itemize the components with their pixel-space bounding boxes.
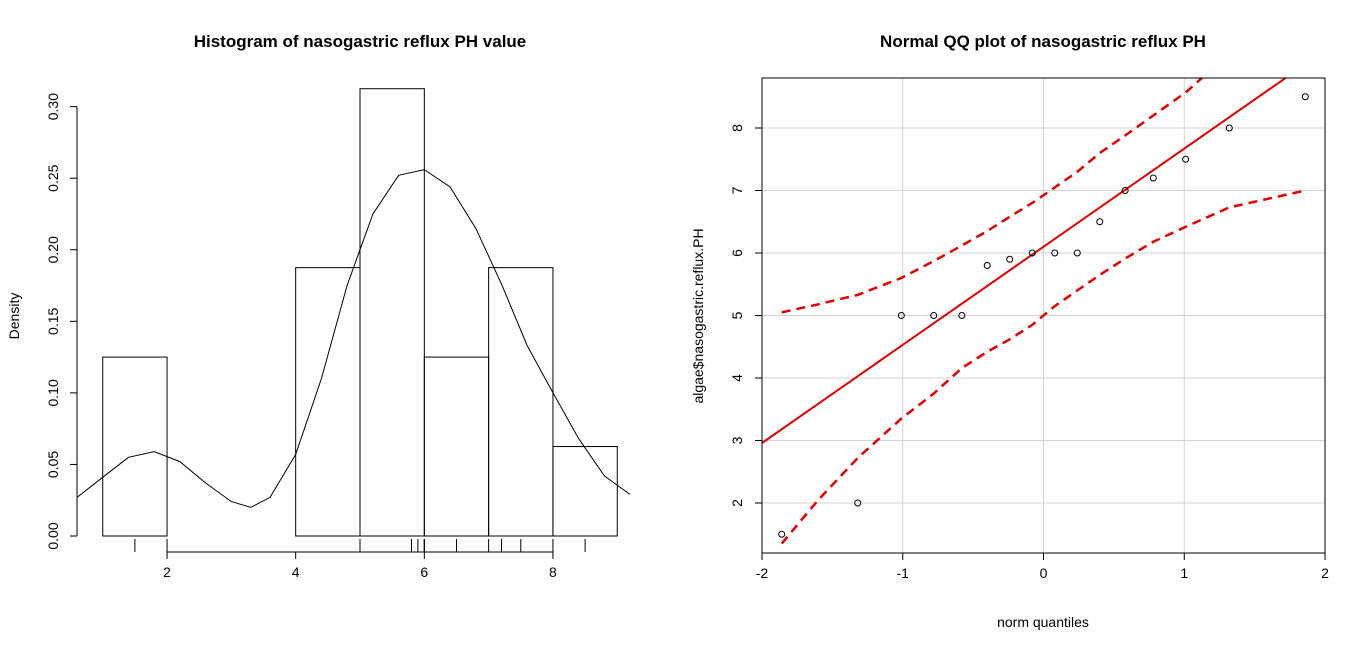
histogram-x-tick-label: 8	[549, 564, 557, 580]
histogram-y-tick-label: 0.10	[45, 379, 61, 406]
qq-x-tick-label: 2	[1321, 565, 1329, 581]
qq-y-tick-label: 5	[729, 311, 745, 319]
qq-point	[930, 312, 938, 319]
qq-reference-line	[762, 78, 1288, 444]
qq-point	[1121, 187, 1129, 194]
histogram-bar	[552, 446, 618, 537]
histogram-x-tick-label: 4	[292, 564, 300, 580]
qq-point	[1028, 249, 1036, 257]
histogram-title: Histogram of nasogastric reflux PH value	[194, 32, 527, 51]
histogram-y-tick-label: 0.15	[45, 307, 61, 334]
histogram-panel: Histogram of nasogastric reflux PH value…	[6, 32, 631, 580]
qq-y-tick-label: 4	[729, 374, 745, 382]
qq-point	[983, 262, 991, 269]
histogram-y-tick-label: 0.00	[45, 522, 61, 549]
qq-y-tick-label: 3	[729, 436, 745, 444]
qq-point	[958, 312, 966, 319]
qq-point	[1301, 93, 1309, 101]
qq-point	[778, 530, 786, 538]
qq-plot-area	[762, 78, 1309, 545]
histogram-bar	[423, 356, 490, 537]
histogram-bar	[295, 267, 361, 537]
qq-x-tick-label: 0	[1040, 565, 1048, 581]
qq-y-axis-label: algae$nasogastric.reflux.PH	[690, 228, 706, 403]
density-curve	[76, 169, 631, 508]
qq-point	[854, 499, 862, 507]
qq-point	[1225, 124, 1233, 132]
qq-point	[1051, 249, 1059, 257]
qq-x-axis-label: norm quantiles	[997, 614, 1089, 630]
histogram-y-tick-label: 0.05	[45, 451, 61, 478]
qq-title: Normal QQ plot of nasogastric reflux PH	[880, 32, 1206, 51]
histogram-bar	[102, 356, 168, 537]
qq-point	[897, 312, 905, 319]
histogram-y-tick-label: 0.30	[45, 93, 61, 120]
qq-confidence-envelope-lower	[780, 189, 1306, 545]
qq-y-tick-label: 6	[729, 249, 745, 257]
qq-y-tick-label: 8	[729, 124, 745, 132]
qq-y-tick-label: 7	[729, 186, 745, 194]
qq-point	[1182, 155, 1190, 163]
histogram-x-tick-label: 2	[163, 564, 171, 580]
histogram-x-tick-label: 6	[420, 564, 428, 580]
qq-x-tick-label: 1	[1180, 565, 1188, 581]
qq-y-tick-label: 2	[729, 499, 745, 507]
histogram-y-tick-label: 0.25	[45, 164, 61, 191]
qq-point	[1149, 174, 1157, 182]
histogram-y-tick-label: 0.20	[45, 236, 61, 263]
histogram-bar	[488, 267, 554, 537]
qq-point	[1073, 249, 1081, 257]
qq-x-tick-label: -2	[756, 565, 769, 581]
qq-point	[1006, 255, 1014, 263]
qq-plot-panel: Normal QQ plot of nasogastric reflux PH …	[690, 32, 1329, 630]
qq-confidence-envelope-upper	[781, 78, 1204, 314]
histogram-y-axis-label: Density	[6, 293, 22, 340]
qq-point	[1096, 218, 1104, 226]
qq-x-tick-label: -1	[897, 565, 910, 581]
histogram-bar	[359, 88, 425, 537]
